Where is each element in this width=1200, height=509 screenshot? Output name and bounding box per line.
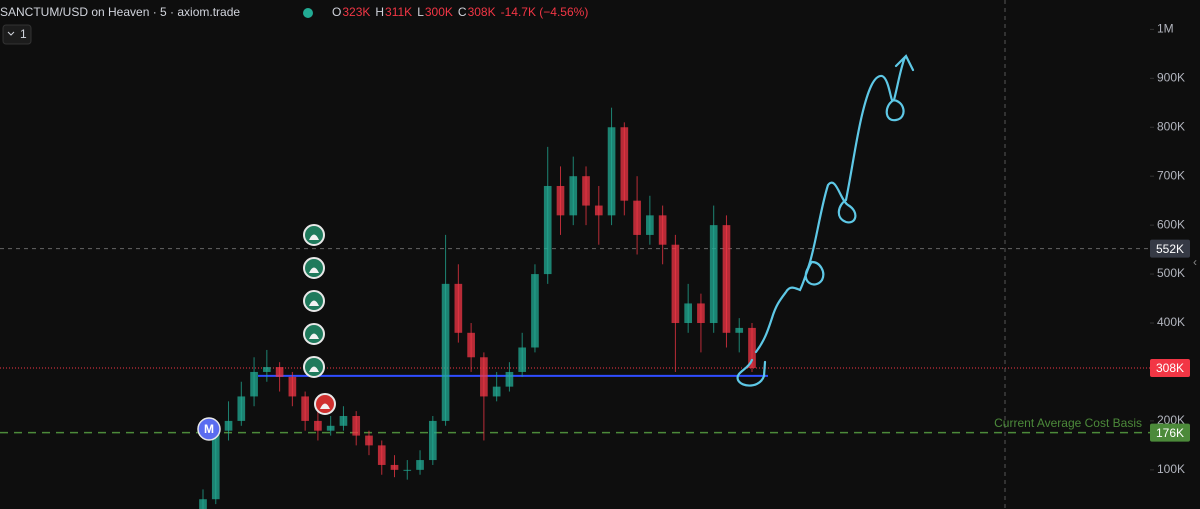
y-tick-label: 400K (1157, 315, 1185, 329)
candle-body (697, 303, 705, 324)
ohlc-key: C (458, 5, 467, 19)
hand-drawing (736, 54, 915, 387)
candle-body (646, 215, 654, 235)
y-tick-label: 200K (1157, 413, 1185, 427)
candle-body (684, 303, 692, 324)
ohlc-key: L (417, 5, 424, 19)
candle-body (326, 425, 335, 431)
crosshair-price: 552K (1156, 242, 1184, 256)
y-tick-label: 800K (1157, 119, 1185, 133)
ohlc-value: 311K (385, 5, 412, 19)
candle-body (735, 327, 744, 333)
candle-body (237, 396, 246, 421)
y-tick-label: 1M (1157, 22, 1174, 36)
crosshair-price-box (1150, 239, 1190, 258)
ohlc-legend: O 323K H 311K L 300K C 308K -14.7K (−4.56%) (332, 5, 588, 19)
candle-body (288, 376, 297, 397)
candle-body (709, 225, 718, 324)
candle-body (582, 176, 590, 206)
axis-collapse[interactable]: ‹ (1193, 255, 1197, 269)
ohlc-change: -14.7K (−4.56%) (501, 5, 589, 19)
candle-body (416, 460, 424, 470)
status-dot (303, 8, 313, 18)
candle-body (658, 215, 667, 245)
ghost-icon (309, 333, 319, 339)
plot: 1M900K800K700K600K500K400K300K200K100KCu… (0, 22, 1190, 509)
candle-body (620, 127, 629, 201)
chevron (7, 31, 15, 36)
m-marker[interactable] (197, 417, 221, 441)
cost-basis-name: Current Average Cost Basis (994, 416, 1142, 430)
ghost-icon (309, 366, 319, 372)
candle-body (671, 244, 680, 324)
candle-body (518, 347, 527, 372)
y-tick-label: 900K (1157, 70, 1185, 84)
ohlc-key: O (332, 5, 341, 19)
m-marker-label: M (204, 422, 214, 436)
last-price: 308K (1156, 361, 1184, 375)
candle-body (722, 225, 731, 333)
cost-basis-price: 176K (1156, 426, 1184, 440)
candle-body (377, 445, 386, 465)
candle-body (365, 435, 373, 446)
candle-body (301, 396, 309, 421)
y-tick-label: 600K (1157, 217, 1185, 231)
candle-body (275, 367, 284, 377)
candle-body (314, 420, 322, 431)
candle-body (339, 416, 348, 426)
candle-body (556, 185, 565, 216)
candle-body (594, 205, 603, 216)
candle-body (352, 416, 361, 436)
candle-body (454, 283, 463, 333)
interval-button[interactable] (2, 24, 32, 45)
last-price-box (1150, 359, 1190, 378)
candle-body (607, 127, 616, 216)
candle-body (569, 176, 578, 216)
candle-body (390, 464, 399, 470)
candle-body (224, 420, 233, 431)
ghost-icon (309, 234, 319, 240)
symbol-title: SANCTUM/USD on Heaven · 5 · axiom.trade (0, 5, 240, 19)
ghost-icon (320, 403, 330, 409)
cost-basis-price-box (1150, 423, 1190, 442)
candle-body (428, 420, 437, 461)
ghost-icon (309, 300, 319, 306)
candle-body (480, 357, 488, 397)
candle-body (441, 283, 450, 421)
ohlc-value: 308K (468, 5, 496, 19)
candle-body (211, 430, 220, 500)
candle-body (492, 386, 501, 397)
candle-body (467, 332, 475, 358)
ohlc-value: 300K (425, 5, 453, 19)
candle-body (633, 200, 641, 235)
candle-body (250, 371, 258, 397)
ohlc-value: 323K (342, 5, 370, 19)
candle-body (505, 371, 514, 387)
candle-body (531, 274, 539, 348)
candle-body (199, 499, 207, 509)
trade-markers: M (197, 224, 336, 441)
candle-body (263, 367, 271, 372)
y-tick-label: 700K (1157, 168, 1185, 182)
y-tick-label: 100K (1157, 462, 1185, 476)
interval-label: 1 (20, 27, 27, 41)
candle-body (543, 185, 552, 275)
y-tick-label: 500K (1157, 266, 1185, 280)
ohlc-key: H (375, 5, 384, 19)
ghost-icon (309, 267, 319, 273)
candle-body (403, 469, 412, 471)
candle-body (748, 327, 756, 369)
